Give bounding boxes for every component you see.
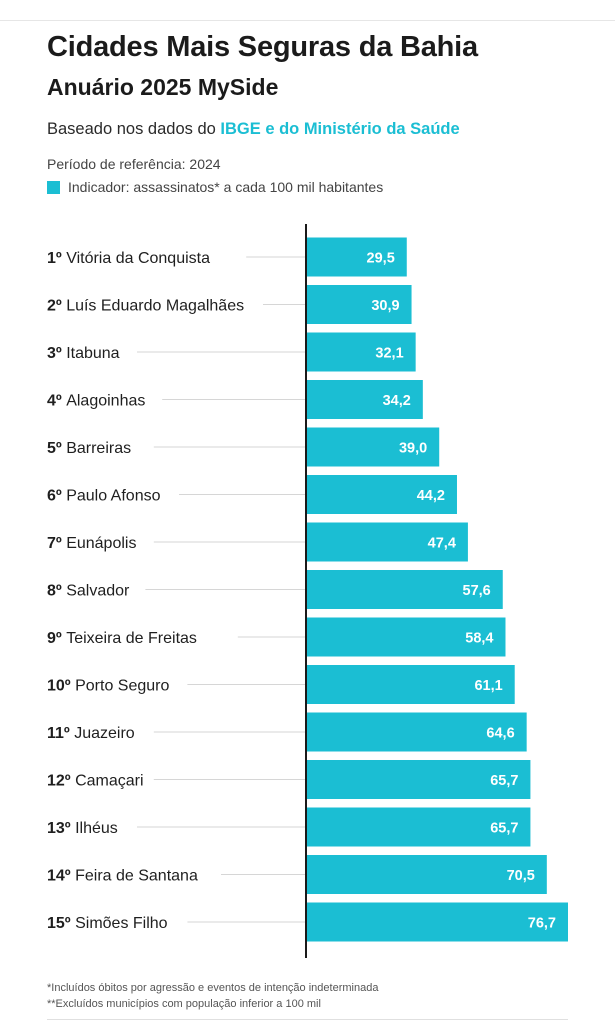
bar	[306, 855, 547, 894]
bar	[306, 285, 412, 324]
category-label: 11º Juazeiro	[47, 725, 135, 742]
top-divider	[0, 20, 615, 21]
bar	[306, 902, 568, 942]
footnote-2: **Excluídos municípios com população inf…	[47, 998, 321, 1010]
bar	[306, 760, 531, 799]
chart-title: Cidades Mais Seguras da Bahia	[47, 31, 478, 63]
chart-subtitle: Anuário 2025 MySide	[47, 74, 279, 100]
reference-period: Período de referência: 2024	[47, 156, 221, 172]
value-label: 64,6	[486, 726, 514, 742]
bar	[306, 570, 503, 609]
category-label: 9º Teixeira de Freitas	[47, 630, 197, 647]
value-label: 32,1	[375, 346, 403, 362]
bar	[306, 807, 531, 847]
value-label: 65,7	[490, 821, 518, 837]
value-label: 65,7	[490, 773, 518, 789]
bar	[306, 712, 527, 752]
legend-swatch	[47, 180, 60, 194]
bar	[306, 332, 416, 372]
data-source: Baseado nos dados do IBGE e do Ministéri…	[47, 120, 460, 139]
category-label: 10º Porto Seguro	[47, 678, 169, 695]
bar	[306, 380, 423, 419]
value-label: 58,4	[465, 631, 493, 647]
bar	[306, 665, 515, 704]
bar	[306, 617, 506, 657]
category-label: 2º Luís Eduardo Magalhães	[47, 298, 244, 315]
legend-label: Indicador: assassinatos* a cada 100 mil …	[68, 179, 384, 195]
category-label: 14º Feira de Santana	[47, 868, 198, 885]
value-label: 61,1	[474, 678, 502, 694]
data-source-prefix: Baseado nos dados do	[47, 120, 221, 138]
data-source-highlight: IBGE e do Ministério da Saúde	[220, 120, 460, 138]
category-label: 7º Eunápolis	[47, 535, 136, 552]
bar	[306, 475, 457, 514]
category-label: 12º Camaçari	[47, 773, 144, 790]
value-label: 44,2	[417, 488, 445, 504]
value-label: 47,4	[428, 536, 456, 552]
value-label: 39,0	[399, 441, 427, 457]
footnotes: *Incluídos óbitos por agressão e eventos…	[47, 980, 378, 1012]
category-label: 4º Alagoinhas	[47, 393, 145, 410]
category-label: 1º Vitória da Conquista	[47, 250, 210, 267]
legend: Indicador: assassinatos* a cada 100 mil …	[47, 179, 383, 195]
value-label: 30,9	[371, 298, 399, 314]
category-label: 3º Itabuna	[47, 345, 120, 362]
bar	[306, 237, 407, 277]
category-label: 8º Salvador	[47, 583, 130, 600]
bar	[306, 427, 440, 467]
footnote-1: *Incluídos óbitos por agressão e eventos…	[47, 982, 379, 994]
category-label: 13º Ilhéus	[47, 820, 118, 837]
bar	[306, 522, 468, 562]
bottom-divider	[47, 1019, 568, 1020]
value-label: 34,2	[383, 393, 411, 409]
category-label: 15º Simões Filho	[47, 915, 168, 932]
value-label: 57,6	[463, 583, 491, 599]
category-label: 5º Barreiras	[47, 440, 131, 457]
value-label: 76,7	[528, 916, 556, 932]
value-label: 70,5	[507, 868, 535, 884]
category-label: 6º Paulo Afonso	[47, 488, 161, 505]
value-label: 29,5	[367, 251, 395, 267]
